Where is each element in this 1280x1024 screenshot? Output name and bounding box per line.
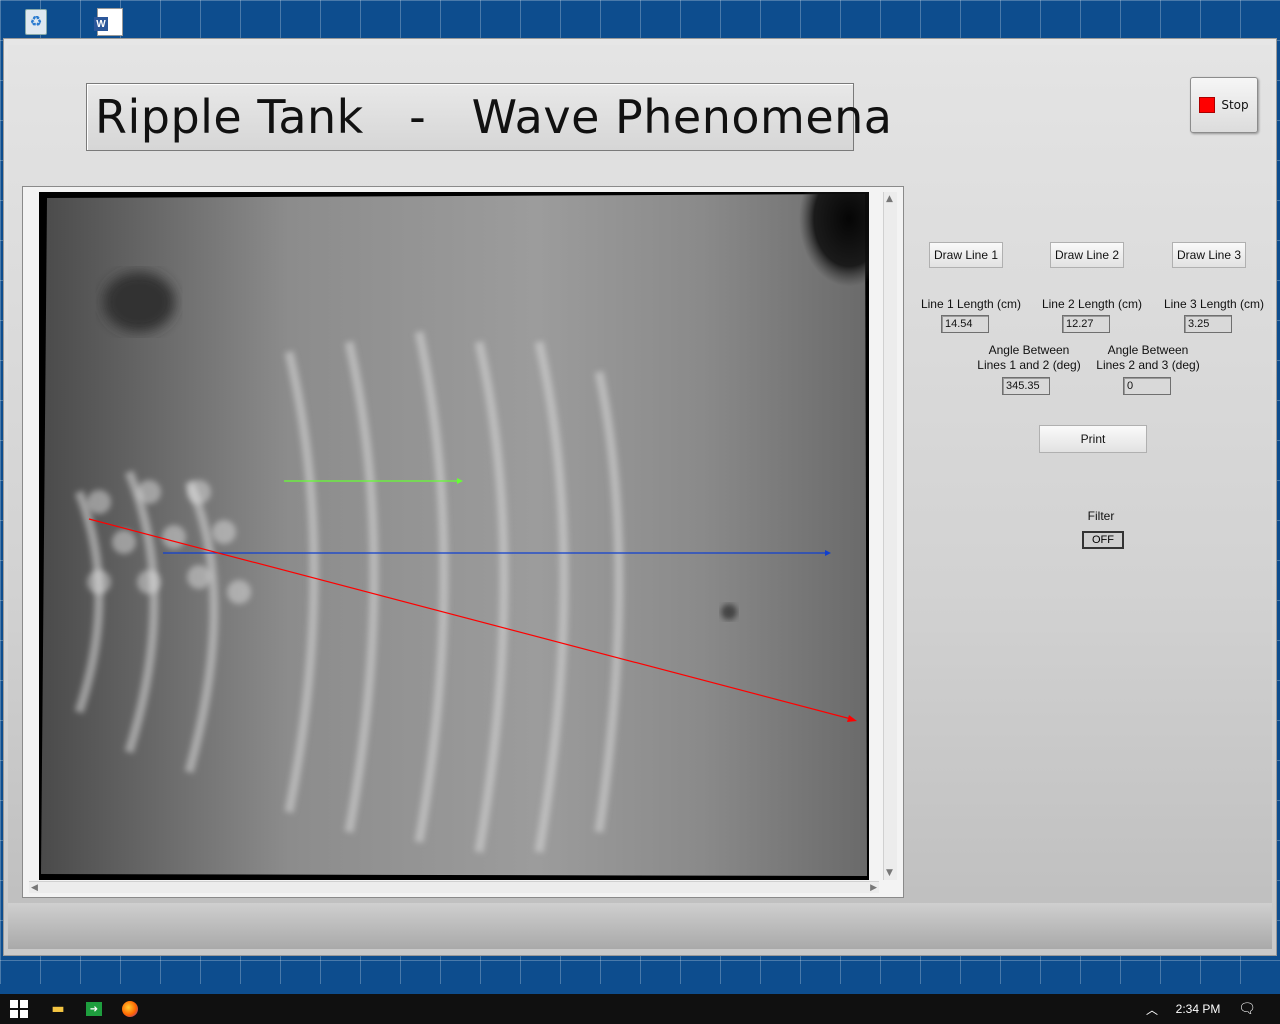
stop-icon: [1199, 97, 1216, 113]
wave-fronts: [74, 331, 624, 853]
scroll-left-icon[interactable]: ◀: [31, 883, 38, 893]
dark-spot: [103, 272, 175, 332]
taskbar-clock[interactable]: 2:34 PM: [1175, 1002, 1221, 1016]
chevron-up-icon[interactable]: ︿: [1145, 1002, 1158, 1017]
filter-toggle[interactable]: OFF: [1082, 531, 1124, 549]
print-button[interactable]: Print: [1039, 425, 1147, 453]
scroll-down-icon[interactable]: ▼: [886, 868, 893, 878]
taskbar: ▬ ➜ ︿ 2:34 PM 🗨: [0, 994, 1280, 1024]
draw-line-1-button[interactable]: Draw Line 1: [929, 242, 1003, 268]
app-launcher-icon[interactable]: ➜: [84, 994, 104, 1024]
line-1-length-field[interactable]: 14.54: [941, 315, 989, 333]
windows-start-icon[interactable]: [8, 994, 30, 1024]
line-2-length-label: Line 2 Length (cm): [1041, 297, 1143, 311]
filter-label: Filter: [1087, 509, 1115, 523]
line-2-arrowhead: [825, 550, 831, 556]
dark-corner: [669, 192, 869, 462]
word-document-icon[interactable]: W: [94, 6, 126, 38]
page-title: Ripple Tank - Wave Phenomena: [95, 90, 893, 144]
angle-12-field[interactable]: 345.35: [1002, 377, 1050, 395]
horizontal-scrollbar[interactable]: ◀ ▶: [29, 881, 879, 893]
stop-button-label: Stop: [1221, 98, 1249, 112]
line-2-length-field[interactable]: 12.27: [1062, 315, 1110, 333]
angle-23-field[interactable]: 0: [1123, 377, 1171, 395]
image-display-panel: ▲ ▼ ◀ ▶: [22, 186, 904, 898]
line-1-length-label: Line 1 Length (cm): [920, 297, 1022, 311]
window-bottom-band: [8, 903, 1272, 949]
ripple-tank-image[interactable]: [39, 192, 869, 880]
ripple-tank-image-svg: [41, 192, 869, 876]
ripple-tank-window: Ripple Tank - Wave Phenomena Stop: [3, 38, 1277, 956]
firefox-icon[interactable]: [120, 994, 140, 1024]
draw-line-2-button[interactable]: Draw Line 2: [1050, 242, 1124, 268]
angle-12-label-line2: Lines 1 and 2 (deg): [977, 358, 1081, 372]
app-panel: Ripple Tank - Wave Phenomena Stop: [8, 45, 1272, 949]
line-3-arrowhead: [457, 478, 463, 484]
vertical-scrollbar[interactable]: ▲ ▼: [883, 192, 897, 880]
scroll-right-icon[interactable]: ▶: [870, 883, 877, 893]
scroll-up-icon[interactable]: ▲: [886, 194, 893, 204]
tank-surface: [41, 194, 867, 876]
interference-spots: [87, 480, 251, 604]
line-3-length-label: Line 3 Length (cm): [1163, 297, 1265, 311]
draw-line-3-button[interactable]: Draw Line 3: [1172, 242, 1246, 268]
small-dark-spot: [721, 604, 737, 620]
title-banner: Ripple Tank - Wave Phenomena: [86, 83, 892, 151]
line-1-overlay: [88, 518, 852, 720]
angle-12-label-line1: Angle Between: [988, 343, 1070, 357]
angle-23-label-line2: Lines 2 and 3 (deg): [1096, 358, 1200, 372]
recycle-bin-icon[interactable]: ♻: [20, 6, 52, 38]
line-1-arrowhead: [847, 715, 857, 722]
stop-button[interactable]: Stop: [1190, 77, 1258, 133]
line-3-length-field[interactable]: 3.25: [1184, 315, 1232, 333]
angle-23-label-line1: Angle Between: [1107, 343, 1189, 357]
notification-icon[interactable]: 🗨: [1238, 1001, 1256, 1017]
file-explorer-icon[interactable]: ▬: [51, 1001, 65, 1017]
